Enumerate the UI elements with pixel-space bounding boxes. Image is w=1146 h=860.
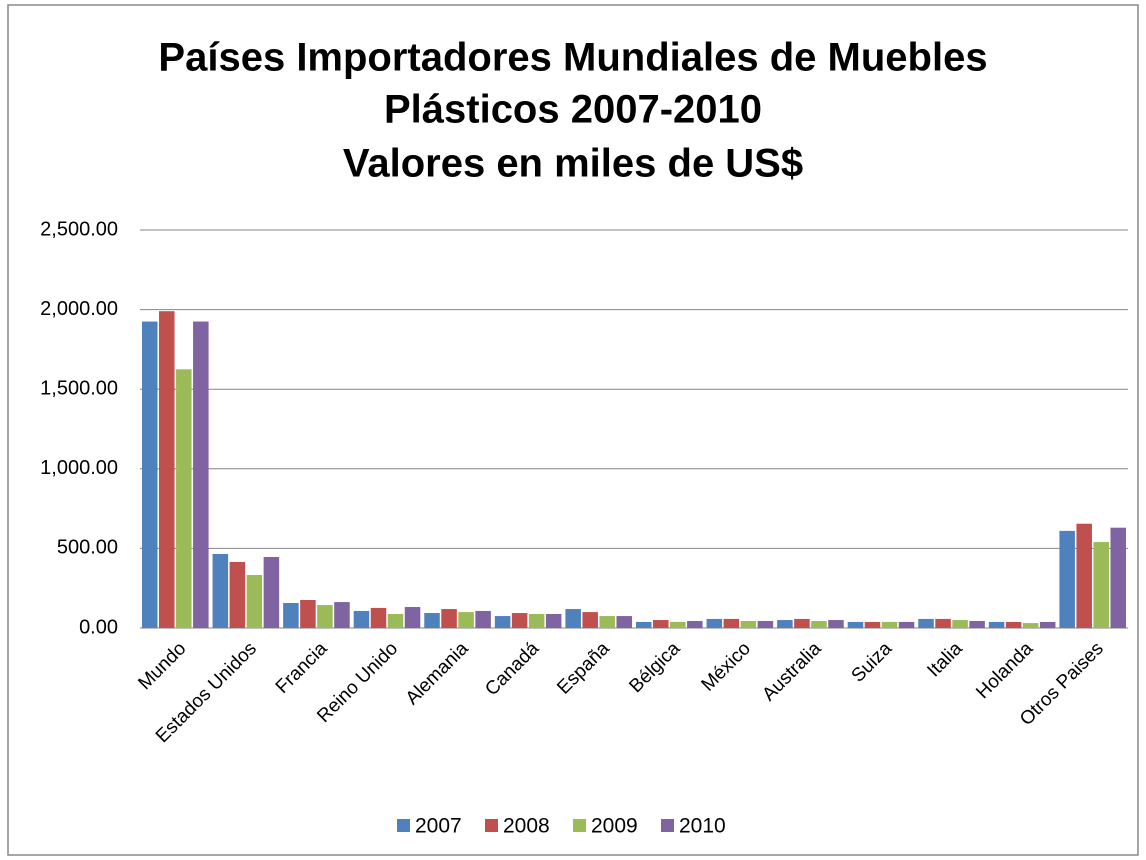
legend-swatch (661, 819, 674, 832)
bar (1076, 523, 1092, 628)
bar (317, 605, 333, 628)
bar (706, 618, 723, 628)
bar (159, 311, 175, 628)
legend-label: 2007 (415, 815, 462, 838)
bar (582, 612, 598, 628)
y-tick-label: 500.00 (57, 537, 118, 559)
bar (176, 369, 192, 628)
bar (1022, 623, 1039, 628)
bar (511, 613, 528, 628)
bar (212, 553, 229, 628)
bar (528, 613, 545, 628)
legend-label: 2009 (591, 815, 638, 838)
bar (334, 602, 350, 628)
bar (599, 616, 615, 628)
bar (494, 616, 511, 628)
y-tick-label: 0.00 (79, 616, 118, 638)
bar (545, 613, 562, 628)
bar (918, 618, 934, 628)
bar (141, 321, 158, 628)
bar (283, 603, 299, 628)
bar (635, 621, 652, 628)
bar (404, 606, 421, 628)
bar (370, 607, 387, 628)
y-tick-label: 2,000.00 (40, 298, 118, 320)
bar (1059, 530, 1075, 628)
bar (740, 620, 757, 628)
legend-label: 2008 (503, 815, 550, 838)
bar (898, 621, 915, 628)
bar (653, 620, 669, 628)
bar (1110, 527, 1127, 628)
bar (864, 621, 881, 628)
bar (565, 609, 581, 628)
bar (263, 556, 280, 628)
bar (458, 612, 474, 628)
legend-swatch (573, 819, 586, 832)
legend-swatch (397, 819, 410, 832)
bar (616, 616, 633, 628)
y-tick-label: 2,500.00 (40, 218, 118, 240)
bar (1005, 621, 1022, 628)
bar (229, 561, 246, 628)
bar (723, 618, 740, 628)
bar (828, 620, 844, 628)
y-tick-label: 1,000.00 (40, 457, 118, 479)
bar (881, 621, 898, 628)
bar (193, 321, 209, 628)
bar (687, 620, 703, 628)
y-tick-label: 1,500.00 (40, 377, 118, 399)
bar (246, 574, 263, 628)
bar (1093, 542, 1109, 628)
bar (757, 620, 774, 628)
bar (811, 620, 827, 628)
bar (387, 613, 404, 628)
chart-title: Plásticos 2007-2010 (384, 88, 762, 132)
bar (353, 610, 370, 628)
bar (794, 618, 810, 628)
bar (424, 613, 440, 628)
bar (670, 621, 686, 628)
bar (988, 621, 1005, 628)
bar (847, 621, 864, 628)
legend-label: 2010 (679, 815, 726, 838)
chart-title: Países Importadores Mundiales de Muebles (158, 36, 987, 80)
bar (952, 620, 968, 628)
bar (475, 610, 491, 628)
chart-title: Valores en miles de US$ (343, 142, 803, 186)
bar (441, 609, 457, 628)
bar (935, 618, 951, 628)
bar (300, 599, 316, 628)
bar (1039, 621, 1056, 628)
legend-swatch (485, 819, 498, 832)
bar (777, 620, 793, 628)
bar (969, 620, 985, 628)
